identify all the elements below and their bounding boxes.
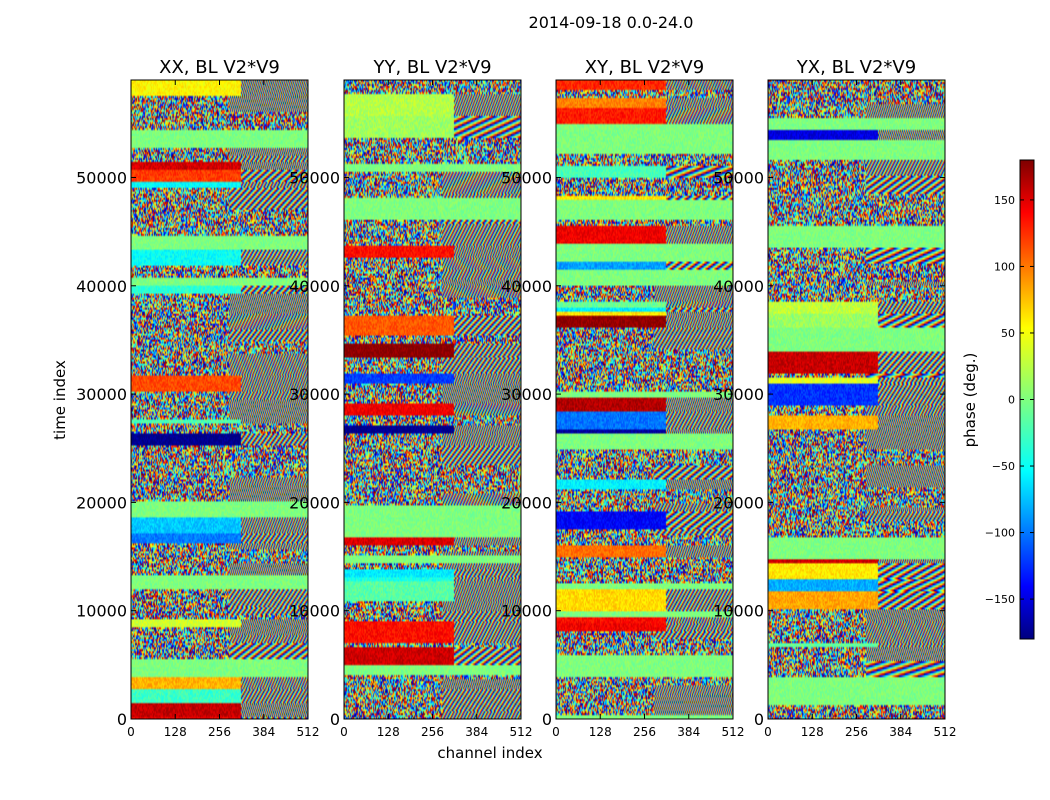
x-tick-label: 128 [801, 725, 824, 739]
x-tick-label: 0 [340, 725, 348, 739]
x-tick-label: 384 [677, 725, 700, 739]
y-tick-label: 40000 [76, 277, 127, 296]
y-tick-label: 50000 [501, 168, 552, 187]
y-tick-label: 30000 [289, 385, 340, 404]
x-tick-label: 256 [633, 725, 656, 739]
y-tick-label: 10000 [713, 602, 764, 621]
colorbar-tick-label: −150 [985, 593, 1015, 606]
y-tick-label: 20000 [501, 493, 552, 512]
y-tick-label: 40000 [713, 277, 764, 296]
y-tick-label: 20000 [76, 493, 127, 512]
colorbar-tick-label: 150 [994, 194, 1015, 207]
x-tick-label: 512 [510, 725, 533, 739]
y-tick-label: 20000 [289, 493, 340, 512]
heatmap-image [556, 80, 733, 719]
y-tick-label: 0 [330, 710, 340, 729]
y-tick-label: 0 [117, 710, 127, 729]
figure-title: 2014-09-18 0.0-24.0 [529, 13, 694, 32]
colorbar-label: phase (deg.) [961, 353, 979, 448]
panel-4: YX, BL V2*V9 0 128 256 384 512 0 10000 20000 3000… [713, 57, 956, 739]
x-tick-label: 256 [845, 725, 868, 739]
panel-title: YY, BL V2*V9 [372, 57, 491, 78]
x-tick-label: 128 [589, 725, 612, 739]
panel-1: XX, BL V2*V9 0 128 256 384 512 0 10000 20000 3000… [76, 57, 319, 739]
heatmap-image [344, 80, 521, 719]
y-axis-label: time index [51, 360, 69, 440]
x-axis-label: channel index [437, 744, 542, 762]
x-tick-label: 0 [764, 725, 772, 739]
y-tick-label: 10000 [289, 602, 340, 621]
x-tick-label: 512 [297, 725, 320, 739]
x-tick-label: 256 [421, 725, 444, 739]
x-tick-label: 0 [127, 725, 135, 739]
y-tick-label: 50000 [76, 168, 127, 187]
panel-3: XY, BL V2*V9 0 128 256 384 512 0 10000 20000 3000… [501, 57, 744, 739]
y-tick-label: 20000 [713, 493, 764, 512]
panel-title: XX, BL V2*V9 [159, 57, 280, 78]
x-tick-label: 384 [252, 725, 275, 739]
x-tick-label: 256 [208, 725, 231, 739]
y-tick-label: 30000 [501, 385, 552, 404]
x-tick-label: 384 [465, 725, 488, 739]
x-tick-label: 128 [164, 725, 187, 739]
colorbar-tick-label: 100 [994, 260, 1015, 273]
panel-2: YY, BL V2*V9 0 128 256 384 512 0 10000 20000 3000… [289, 57, 532, 739]
colorbar-tick-label: 50 [1001, 327, 1015, 340]
heatmap-image [768, 80, 945, 719]
x-tick-label: 512 [934, 725, 957, 739]
y-tick-label: 30000 [76, 385, 127, 404]
x-tick-label: 128 [377, 725, 400, 739]
panel-title: XY, BL V2*V9 [585, 57, 704, 78]
y-tick-label: 50000 [289, 168, 340, 187]
y-tick-label: 40000 [289, 277, 340, 296]
y-tick-label: 0 [754, 710, 764, 729]
y-tick-label: 10000 [501, 602, 552, 621]
y-tick-label: 30000 [713, 385, 764, 404]
colorbar-tick-label: −50 [992, 460, 1015, 473]
heatmap-image [131, 80, 308, 719]
y-tick-label: 40000 [501, 277, 552, 296]
colorbar-tick-label: 0 [1008, 394, 1015, 407]
x-tick-label: 512 [722, 725, 745, 739]
colorbar: 150 100 50 0 −50 −100 −150 [985, 159, 1035, 640]
y-tick-label: 10000 [76, 602, 127, 621]
y-tick-label: 50000 [713, 168, 764, 187]
y-tick-label: 0 [542, 710, 552, 729]
panel-title: YX, BL V2*V9 [796, 57, 916, 78]
x-tick-label: 0 [552, 725, 560, 739]
x-tick-label: 384 [889, 725, 912, 739]
colorbar-tick-label: −100 [985, 527, 1015, 540]
